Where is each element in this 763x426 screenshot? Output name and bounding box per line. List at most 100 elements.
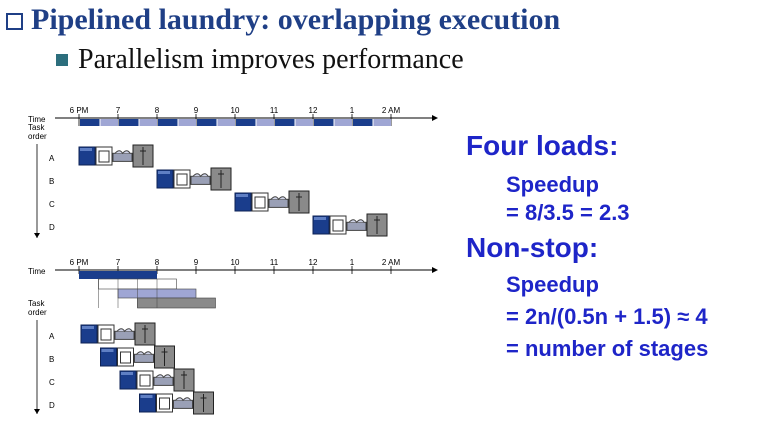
pipelined-timeline-tick-label: 11 — [270, 258, 279, 267]
pipelined-timeline-tick-label: 1 — [350, 258, 355, 267]
pipelined-order-label: order — [28, 308, 47, 317]
folded-clothes — [155, 374, 172, 379]
washer-icon — [156, 169, 174, 189]
dryer-icon — [173, 169, 191, 189]
folding-icon — [134, 351, 154, 363]
washer-body — [100, 347, 117, 367]
folding-table — [112, 152, 133, 162]
speedup-label-2: Speedup — [506, 272, 599, 297]
dryer-icon — [329, 215, 347, 235]
dryer-door — [100, 328, 112, 341]
folding-table — [114, 330, 135, 340]
folding-icon — [112, 150, 133, 162]
washer-body — [234, 192, 252, 212]
folding-table — [153, 376, 174, 386]
pipelined-row-C-label: C — [49, 378, 55, 387]
folding-icon — [173, 397, 193, 409]
fold-time-bar — [295, 119, 313, 126]
speedup-label-1: Speedup — [506, 172, 599, 197]
washer-top — [236, 194, 248, 197]
folded-clothes — [348, 219, 365, 224]
dryer-door — [120, 351, 131, 364]
pipelined-timeline-tick-label: 7 — [116, 258, 121, 267]
pipelined-timeline-tick-label: 10 — [231, 258, 240, 267]
fold-time-bar — [373, 119, 391, 126]
sequential-task-arrowhead — [34, 233, 40, 238]
sequential-timeline-arrowhead — [432, 115, 438, 121]
dryer-door — [159, 397, 170, 410]
sequential-row-A-label: A — [49, 154, 55, 163]
sequential-timeline-tick-label: 8 — [155, 106, 160, 115]
fold-time-bar — [334, 119, 352, 126]
closet-icon — [132, 144, 154, 168]
sequential-timeline-tick-label: 9 — [194, 106, 199, 115]
folding-icon — [346, 219, 367, 231]
folding-icon — [153, 374, 174, 386]
folded-clothes — [116, 328, 133, 333]
folding-icon — [114, 328, 135, 340]
subtitle-text: Parallelism improves performance — [78, 44, 464, 75]
fold-time-bar — [139, 119, 157, 126]
washer-body — [139, 393, 156, 413]
folding-table — [268, 198, 289, 208]
folded-clothes — [192, 173, 209, 178]
washer-top — [158, 171, 170, 174]
folding-table — [346, 221, 367, 231]
sequential-timeline-tick-label: 12 — [309, 106, 318, 115]
fold-time-bar — [217, 119, 235, 126]
fold-time-bar — [256, 119, 274, 126]
washer-top — [101, 349, 114, 352]
sequential-order-label: order — [28, 132, 47, 141]
dryer-door — [98, 150, 110, 163]
heading-non-stop: Non-stop: — [466, 232, 599, 263]
heading-four-loads: Four loads: — [466, 130, 619, 161]
speedup-formula-1: = 8/3.5 = 2.3 — [506, 200, 630, 225]
closet-icon — [288, 190, 310, 214]
dryer-icon — [156, 393, 173, 413]
pipelined-timeline-time-label: Time — [28, 267, 46, 276]
pipelined-task-label: Task — [28, 299, 45, 308]
washer-time-bar — [353, 119, 373, 126]
pipelined-timeline-tick-label: 8 — [155, 258, 160, 267]
folding-icon — [268, 196, 289, 208]
dryer-door — [332, 219, 344, 232]
closet-icon — [210, 167, 232, 191]
washer-icon — [234, 192, 252, 212]
sequential-row-C-label: C — [49, 200, 55, 209]
washer-top — [121, 372, 133, 375]
washer-top — [80, 148, 92, 151]
folded-clothes — [270, 196, 287, 201]
washer-time-bar — [119, 119, 139, 126]
pipelined-washer-bar — [79, 271, 157, 279]
sequential-timeline-tick-label: 6 PM — [70, 106, 89, 115]
fold-time-bar — [178, 119, 196, 126]
washer-body — [78, 146, 96, 166]
folded-clothes — [175, 397, 191, 402]
folding-table — [190, 175, 211, 185]
sequential-timeline-tick-label: 10 — [231, 106, 240, 115]
washer-top — [314, 217, 326, 220]
dryer-icon — [97, 324, 115, 344]
washer-time-bar — [158, 119, 178, 126]
sequential-timeline-tick-label: 11 — [270, 106, 279, 115]
sequential-task-label: Task — [28, 123, 45, 132]
pipelined-closet-bar — [137, 297, 216, 309]
pipelined-row-D-label: D — [49, 401, 55, 410]
washer-body — [156, 169, 174, 189]
speedup-formula-3: = number of stages — [506, 336, 709, 361]
dryer-icon — [136, 370, 154, 390]
closet-icon — [366, 213, 388, 237]
washer-body — [119, 370, 137, 390]
washer-icon — [100, 347, 117, 367]
title-bullet-icon — [6, 12, 23, 30]
subtitle-bullet: Parallelism improves performance — [56, 44, 464, 76]
washer-time-bar — [80, 119, 100, 126]
title-text: Pipelined laundry: overlapping execution — [31, 3, 561, 36]
fold-time-bar — [100, 119, 118, 126]
dryer-icon — [117, 347, 134, 367]
folded-clothes — [136, 351, 152, 356]
dryer-door — [254, 196, 266, 209]
pipelined-timeline-tick-label: 12 — [309, 258, 318, 267]
washer-icon — [80, 324, 98, 344]
washer-icon — [139, 393, 156, 413]
